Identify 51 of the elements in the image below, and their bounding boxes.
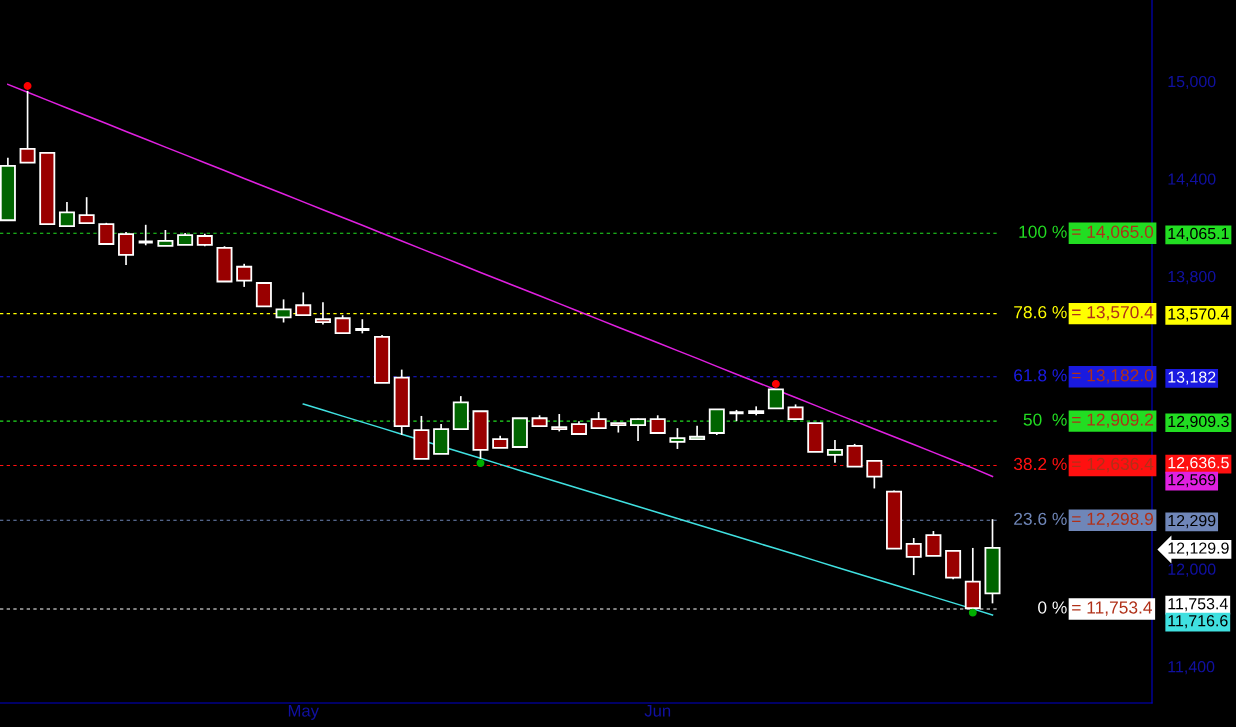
text: 100 % = 14,065.0 — [1019, 225, 1154, 240]
y-tick-label: 12,636.5 — [1168, 457, 1229, 471]
y-tick-label: 11,753.4 — [1168, 598, 1228, 612]
text: 38.2 % = 12,636.4 — [1013, 457, 1154, 473]
candlestick — [630, 417, 647, 442]
y-tick-label: 11,716.6 — [1168, 615, 1228, 629]
candlestick — [708, 408, 725, 436]
point — [23, 82, 32, 90]
candlestick — [78, 196, 95, 225]
text: 50 % = 12,909.2 — [1023, 413, 1153, 428]
y-tick-label: 12,909.3 — [1168, 415, 1229, 429]
y-tick-label: 12,000 — [1168, 563, 1216, 577]
candlestick — [58, 201, 75, 228]
y-tick-label: 12,129.9 — [1168, 542, 1229, 556]
point — [968, 608, 977, 617]
candlestick — [767, 388, 784, 410]
candlestick — [255, 282, 272, 308]
candlestick — [314, 301, 331, 326]
candlestick — [19, 90, 36, 164]
y-tick-label: 12,569 — [1168, 474, 1216, 488]
candlestick — [866, 459, 883, 490]
candlestick — [275, 298, 292, 324]
y-tick-label: 15,000 — [1168, 75, 1216, 90]
line-series — [7, 83, 994, 478]
x-tick-label: Jun — [644, 705, 671, 717]
y-tick-label: 11,400 — [1168, 661, 1215, 675]
candlestick — [236, 262, 253, 288]
candlestick — [137, 223, 155, 247]
candlestick — [826, 439, 843, 464]
y-tick-label: 14,065.1 — [1168, 227, 1229, 242]
y-tick-label: 12,299 — [1168, 514, 1216, 529]
y-tick-label: 13,570.4 — [1168, 308, 1229, 322]
candlestick — [925, 530, 942, 557]
candlestick — [118, 231, 135, 266]
candlestick — [689, 425, 706, 440]
y-tick-label: 13,182 — [1168, 371, 1216, 385]
text: 61.8 % = 13,182.0 — [1014, 369, 1154, 384]
text: 0 % = 11,753.4 — [1038, 601, 1153, 616]
candlestick — [846, 443, 863, 468]
y-tick-label: 14,400 — [1168, 173, 1216, 187]
y-tick-label: 13,800 — [1168, 270, 1216, 285]
text: 23.6 % = 12,298.9 — [1014, 512, 1153, 528]
line-series — [302, 403, 994, 616]
point — [476, 459, 485, 468]
candlestick — [295, 291, 312, 317]
candlestick — [669, 427, 686, 450]
candlestick — [551, 413, 568, 433]
candlestick — [905, 537, 922, 576]
x-tick-label: May — [288, 705, 319, 720]
point — [771, 379, 780, 388]
text: 78.6 % = 13,570.4 — [1014, 306, 1154, 321]
